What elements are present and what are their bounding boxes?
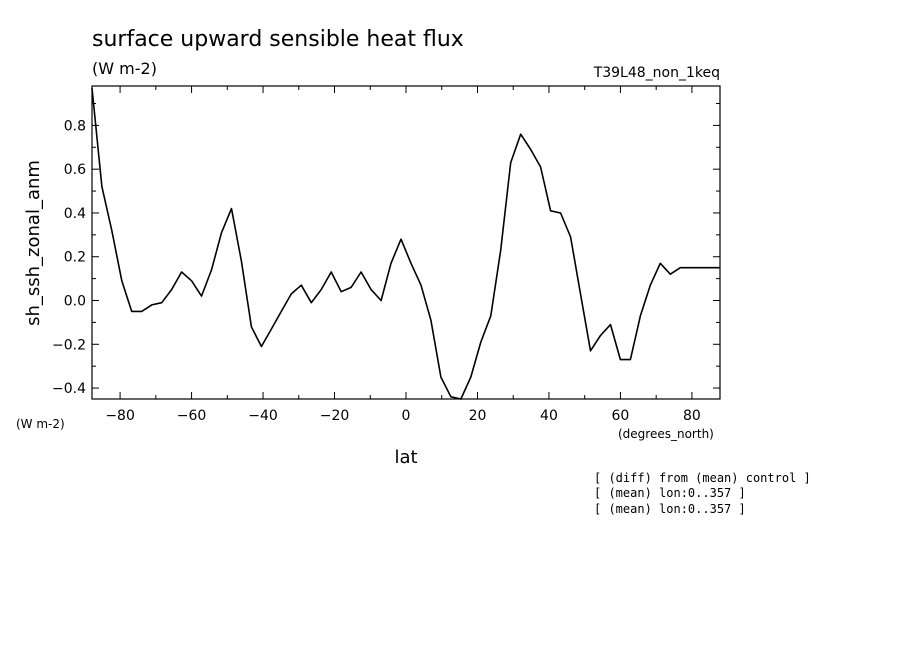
series-line xyxy=(91,88,720,400)
y-tick-label: −0.2 xyxy=(52,337,86,353)
y-tick-label: 0.8 xyxy=(64,118,86,134)
x-tick-label: 80 xyxy=(683,408,701,424)
x-axis-label: lat xyxy=(394,447,417,468)
y-axis-ticks xyxy=(92,103,720,389)
y-tick-label: 0.0 xyxy=(64,294,86,310)
x-tick-label: −60 xyxy=(177,408,207,424)
y-axis-tick-labels: −0.4 −0.2 0.0 0.2 0.4 0.6 0.8 xyxy=(52,118,86,397)
y-tick-label: −0.4 xyxy=(52,381,86,397)
y-tick-label: 0.2 xyxy=(64,250,86,266)
x-tick-label: −80 xyxy=(105,408,135,424)
chart-title: surface upward sensible heat flux xyxy=(92,27,464,52)
x-axis-tick-labels: −80 −60 −40 −20 0 20 40 60 80 xyxy=(105,408,701,424)
x-tick-label: 0 xyxy=(402,408,411,424)
note-line-3: [ (mean) lon:0..357 ] xyxy=(594,502,746,516)
x-axis-unit: (degrees_north) xyxy=(618,427,714,441)
x-axis-ticks xyxy=(119,86,693,399)
note-line-1: [ (diff) from (mean) control ] xyxy=(594,471,811,485)
y-axis-unit: (W m-2) xyxy=(16,417,65,431)
chart-subtitle: (W m-2) xyxy=(92,59,157,78)
x-tick-label: −20 xyxy=(320,408,350,424)
plot-frame xyxy=(91,85,721,400)
dataset-label: T39L48_non_1keq xyxy=(593,65,720,81)
x-tick-label: 40 xyxy=(540,408,558,424)
y-tick-label: 0.6 xyxy=(64,162,86,178)
y-tick-label: 0.4 xyxy=(64,206,86,222)
x-tick-label: 60 xyxy=(612,408,630,424)
y-axis-label: sh_ssh_zonal_anm xyxy=(23,160,44,326)
note-line-2: [ (mean) lon:0..357 ] xyxy=(594,486,746,500)
x-tick-label: 20 xyxy=(469,408,487,424)
x-tick-label: −40 xyxy=(248,408,278,424)
